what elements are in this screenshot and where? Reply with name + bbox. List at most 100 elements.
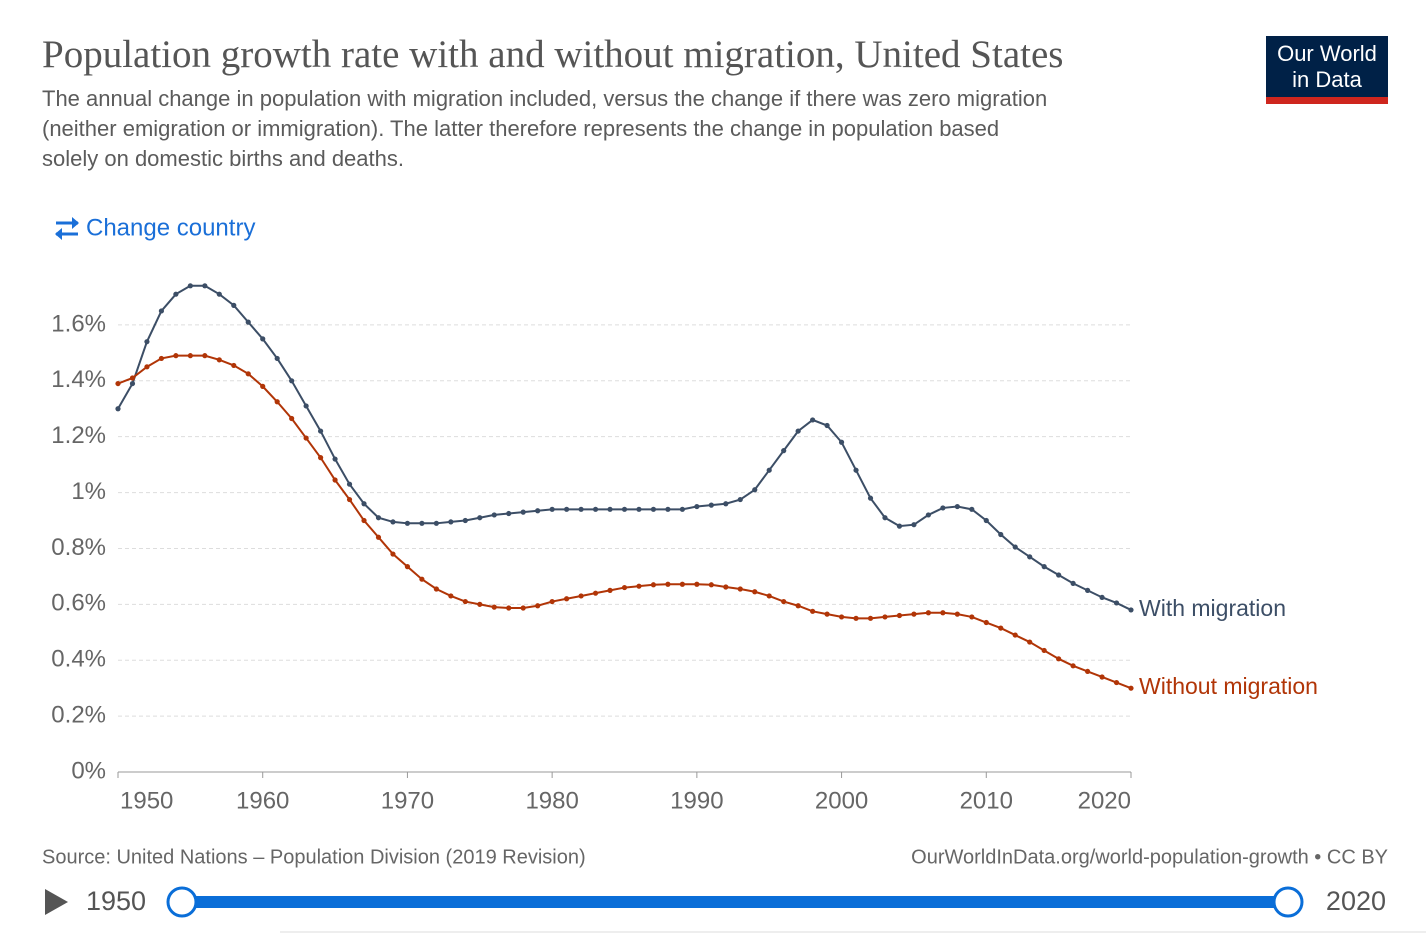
data-point bbox=[404, 520, 411, 526]
timeline-track[interactable] bbox=[182, 896, 1288, 908]
change-country-icon[interactable] bbox=[55, 217, 79, 240]
data-point bbox=[477, 515, 483, 521]
data-point bbox=[535, 508, 541, 514]
data-point bbox=[969, 506, 975, 512]
data-point bbox=[115, 380, 121, 387]
y-tick-label: 1.2% bbox=[51, 422, 106, 449]
y-tick-label: 1% bbox=[71, 478, 106, 505]
data-point bbox=[318, 455, 324, 461]
data-point bbox=[824, 422, 830, 429]
data-point bbox=[650, 506, 657, 512]
data-point bbox=[1056, 656, 1062, 662]
timeline-start: 1950 bbox=[86, 886, 146, 916]
x-tick-label: 1970 bbox=[381, 787, 434, 814]
data-point bbox=[491, 604, 497, 610]
data-point bbox=[795, 603, 801, 609]
data-point bbox=[1084, 587, 1091, 593]
data-point bbox=[129, 380, 136, 387]
data-point bbox=[506, 510, 512, 517]
data-point bbox=[245, 371, 251, 377]
data-point bbox=[274, 355, 280, 362]
data-point bbox=[911, 611, 917, 617]
data-point bbox=[375, 515, 382, 521]
url[interactable]: OurWorldInData.org/world-population-grow… bbox=[911, 846, 1388, 868]
data-point bbox=[448, 519, 454, 525]
data-point bbox=[332, 477, 338, 483]
change-country[interactable]: Change country bbox=[86, 214, 255, 241]
data-point bbox=[810, 608, 816, 614]
play-button[interactable] bbox=[45, 889, 68, 915]
data-point bbox=[419, 520, 425, 526]
data-point bbox=[969, 614, 975, 620]
data-point bbox=[867, 495, 874, 501]
data-point bbox=[1056, 572, 1062, 578]
data-point bbox=[1012, 632, 1018, 638]
data-point bbox=[810, 417, 816, 423]
data-point bbox=[795, 428, 801, 434]
chart-title: Population growth rate with and without … bbox=[42, 33, 1063, 76]
data-point bbox=[477, 601, 483, 607]
data-point bbox=[723, 584, 729, 590]
timeline-handle[interactable] bbox=[166, 886, 198, 918]
data-point bbox=[607, 506, 613, 512]
y-tick-label: 0.6% bbox=[51, 590, 106, 617]
data-point bbox=[592, 506, 599, 512]
data-point bbox=[896, 523, 903, 529]
data-point bbox=[144, 364, 150, 370]
data-point bbox=[462, 517, 468, 524]
data-point bbox=[853, 615, 859, 621]
data-point bbox=[1113, 679, 1120, 686]
data-point bbox=[1041, 564, 1047, 570]
data-point bbox=[1113, 600, 1120, 606]
x-tick-label: 1960 bbox=[236, 787, 289, 814]
data-point bbox=[404, 564, 411, 570]
data-point bbox=[607, 587, 613, 593]
data-point bbox=[390, 551, 396, 557]
data-point bbox=[375, 534, 382, 540]
data-point bbox=[433, 520, 439, 526]
x-tick-label: 1980 bbox=[525, 787, 578, 814]
logo-text: in Data bbox=[1292, 67, 1362, 92]
data-point bbox=[564, 506, 570, 512]
data-point bbox=[998, 625, 1004, 631]
data-point bbox=[925, 610, 932, 616]
data-point bbox=[1128, 607, 1134, 613]
y-tick-label: 1.4% bbox=[51, 366, 106, 393]
data-point bbox=[1012, 544, 1018, 550]
y-tick-label: 0% bbox=[71, 757, 106, 784]
x-tick-label: 2000 bbox=[815, 787, 868, 814]
data-point bbox=[448, 593, 454, 599]
data-point bbox=[506, 605, 512, 611]
data-point bbox=[621, 506, 628, 512]
subtitle: solely on domestic births and deaths. bbox=[42, 146, 404, 171]
data-point bbox=[202, 283, 208, 289]
data-point bbox=[158, 308, 165, 314]
data-point bbox=[216, 291, 222, 297]
timeline-handle[interactable] bbox=[1272, 886, 1304, 918]
data-point bbox=[867, 615, 874, 621]
data-point bbox=[954, 611, 960, 617]
data-point bbox=[1084, 668, 1091, 675]
data-point bbox=[1070, 663, 1076, 669]
data-point bbox=[202, 353, 208, 359]
data-point bbox=[838, 439, 845, 445]
data-point bbox=[983, 517, 989, 524]
data-point bbox=[954, 503, 960, 510]
data-point bbox=[1099, 594, 1105, 600]
data-point bbox=[245, 319, 251, 325]
data-point bbox=[332, 456, 338, 462]
data-point bbox=[1027, 639, 1033, 645]
logo-bar bbox=[1266, 97, 1388, 104]
data-point bbox=[940, 505, 946, 511]
data-point bbox=[274, 399, 280, 405]
source: Source: United Nations – Population Divi… bbox=[42, 846, 586, 868]
data-point bbox=[737, 586, 743, 592]
data-point bbox=[838, 614, 845, 620]
data-point bbox=[1099, 674, 1105, 680]
data-point bbox=[723, 501, 729, 507]
data-point bbox=[549, 598, 555, 605]
subtitle: (neither emigration or immigration). The… bbox=[42, 116, 999, 141]
data-point bbox=[129, 375, 136, 381]
data-point bbox=[940, 610, 946, 616]
series-label: With migration bbox=[1139, 595, 1286, 621]
